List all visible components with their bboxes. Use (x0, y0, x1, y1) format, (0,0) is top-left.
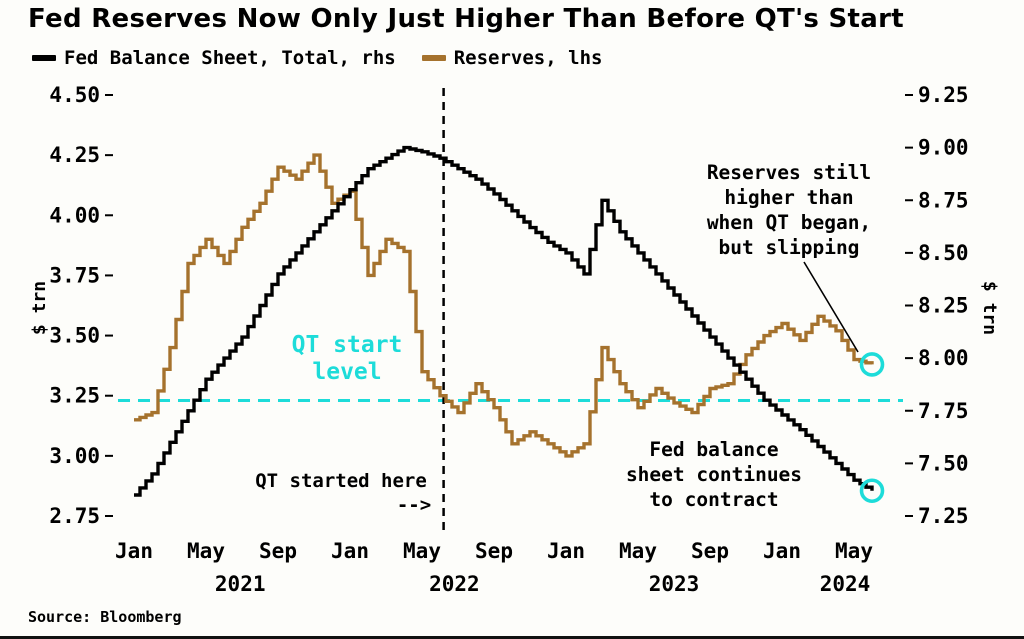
x-axis-tick-label: Jan (331, 539, 369, 563)
qt-start-level-label: level (312, 359, 381, 385)
x-axis-tick-label: Sep (259, 539, 297, 563)
chart-legend: Fed Balance Sheet, Total, rhs Reserves, … (32, 47, 602, 69)
qt-started-here-label: QT started here (255, 470, 427, 492)
fed-balance-sheet-total-endpoint-highlight (859, 478, 885, 504)
reserves-note: when QT began, (707, 211, 871, 234)
x-axis-tick-label: May (403, 539, 441, 563)
legend-label-balance-sheet: Fed Balance Sheet, Total, rhs (64, 47, 396, 69)
x-axis-year-label: 2022 (429, 572, 480, 596)
left-axis-tick-label: 3.50 (49, 324, 100, 348)
left-axis-tick-label: 4.00 (49, 203, 100, 227)
left-axis-tick-label: 3.25 (49, 384, 100, 408)
right-axis-unit-label: $ trn (979, 281, 1000, 335)
left-axis-unit-label: $ trn (29, 281, 50, 335)
left-axis-tick-label: 3.75 (49, 263, 100, 287)
right-axis-tick-label: 8.75 (918, 188, 969, 212)
source-attribution: Source: Bloomberg (28, 608, 182, 626)
reserves-endpoint-highlight (859, 352, 885, 377)
reserves-line (134, 153, 874, 458)
right-axis-tick-label: 8.50 (918, 241, 969, 265)
balance-sheet-line-swatch (32, 55, 56, 61)
x-axis-tick-label: May (619, 539, 657, 563)
right-axis-tick-label: 8.25 (918, 294, 969, 318)
right-axis-tick-label: 7.75 (918, 399, 969, 423)
legend-item-balance-sheet: Fed Balance Sheet, Total, rhs (32, 47, 396, 69)
x-axis-year-label: 2023 (649, 572, 700, 596)
right-axis-tick-label: 7.50 (918, 451, 969, 475)
x-axis-year-label: 2021 (215, 572, 266, 596)
x-axis-year-label: 2024 (820, 572, 871, 596)
left-axis-tick-label: 4.25 (49, 143, 100, 167)
x-axis-tick-label: Jan (547, 539, 585, 563)
legend-label-reserves: Reserves, lhs (453, 47, 603, 69)
x-axis-tick-label: Sep (691, 539, 729, 563)
balance-sheet-note: Fed balance (649, 438, 778, 461)
right-axis-tick-label: 9.00 (918, 136, 969, 160)
x-axis-tick-label: May (835, 539, 873, 563)
qt-arrow-label: --> (397, 494, 431, 516)
x-axis-tick-label: Jan (115, 539, 153, 563)
balance-sheet-note: sheet continues (626, 463, 802, 486)
balance-sheet-note: to contract (649, 488, 778, 511)
reserves-note: Reserves still (707, 161, 871, 184)
reserves-line-swatch (421, 55, 446, 61)
x-axis-tick-label: Jan (763, 539, 801, 563)
x-axis-tick-label: May (187, 539, 225, 563)
right-axis-tick-label: 7.25 (918, 504, 969, 528)
left-axis-tick-label: 3.00 (49, 444, 100, 468)
right-axis-tick-label: 8.00 (918, 346, 969, 370)
reserves-note: higher than (724, 186, 853, 209)
chart-title: Fed Reserves Now Only Just Higher Than B… (28, 4, 904, 34)
qt-start-level-label: QT start (292, 332, 403, 358)
left-axis-tick-label: 2.75 (49, 504, 100, 528)
right-axis-tick-label: 9.25 (918, 83, 969, 107)
x-axis-tick-label: Sep (475, 539, 513, 563)
legend-item-reserves: Reserves, lhs (421, 47, 603, 69)
left-axis-tick-label: 4.50 (49, 83, 100, 107)
note-pointer-line (803, 261, 859, 353)
fed-balance-sheet-total-line (134, 145, 874, 497)
reserves-note: but slipping (719, 236, 860, 259)
